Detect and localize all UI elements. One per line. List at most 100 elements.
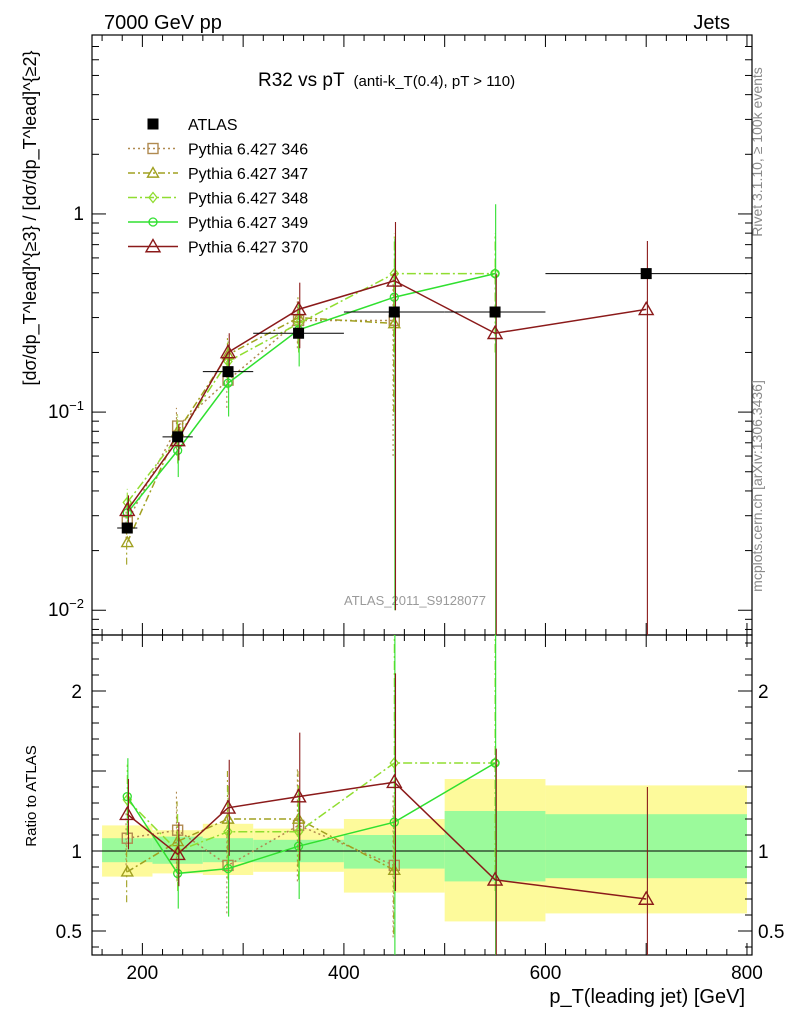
series-6-427-370-ratio-point	[219, 799, 237, 814]
series-6-427-347-point	[120, 535, 134, 548]
atlas-data-point	[293, 327, 305, 339]
series-6-427-348-ratio-point	[389, 756, 400, 770]
series-6-427-348-ratio-point	[122, 793, 133, 806]
series-6-427-347-ratio-line	[126, 818, 395, 873]
series-6-427-370-ratio-line	[126, 781, 647, 900]
legend-entry-0: Pythia 6.427 346	[128, 142, 308, 159]
series-6-427-349-point	[490, 268, 500, 279]
series-6-427-347-line	[126, 316, 395, 543]
legend-label-atlas: ATLAS	[188, 117, 238, 134]
atlas-data-point	[489, 306, 501, 318]
y-tick-label-ratio-left: 2	[71, 682, 82, 703]
legend-entry-4: Pythia 6.427 370	[128, 238, 308, 257]
series-6-427-370-main	[119, 222, 655, 635]
series-6-427-349-ratio-point	[293, 841, 304, 851]
mcplots-note: mcplots.cern.ch [arXiv:1306.3436]	[749, 380, 765, 592]
ratio-plot-frame	[91, 634, 753, 956]
series-6-427-348-point	[490, 267, 500, 280]
series-6-427-349-point	[389, 292, 399, 302]
atlas-data-point	[172, 431, 184, 443]
chart-title-sub: (anti-k_T(0.4), pT > 110)	[354, 73, 516, 90]
legend-entry-atlas: ATLAS	[147, 117, 238, 134]
legend-marker-3	[148, 217, 158, 227]
header-beam-label: 7000 GeV pp	[104, 12, 222, 34]
series-6-427-349-ratio-line	[126, 762, 496, 875]
y-tick-label-ratio-right: 0.5	[758, 922, 784, 943]
series-6-427-370-point	[386, 272, 403, 287]
chart-title-main: R32 vs pT	[258, 70, 345, 91]
ratio-y-axis-label: Ratio to ATLAS	[23, 745, 40, 846]
legend-marker-0	[147, 142, 159, 155]
x-tick-label: 200	[127, 963, 159, 984]
axis-ticks	[92, 34, 752, 955]
legend: ATLAS Pythia 6.427 346 Pythia 6.427 347 Pyt…	[128, 117, 308, 257]
rivet-version-note: Rivet 3.1.10, ≥ 100k events	[749, 67, 765, 237]
ratio-band-green-0	[102, 838, 153, 863]
series-6-427-346-line	[126, 319, 395, 522]
legend-entry-3: Pythia 6.427 349	[128, 215, 308, 232]
atlas-data-point	[388, 306, 400, 318]
ratio-series-layer	[119, 635, 655, 955]
series-6-427-370-point	[119, 501, 136, 517]
series-6-427-349-ratio-point	[122, 791, 132, 802]
series-6-427-370-ratio-point	[169, 845, 186, 861]
series-6-427-349-ratio-point	[389, 817, 399, 827]
main-series-layer	[119, 204, 655, 635]
legend-marker-atlas	[147, 118, 159, 130]
series-6-427-348-ratio-point	[293, 825, 304, 838]
legend-marker-1	[146, 166, 160, 178]
axis-tick-labels: 200 400 600 800 10−2 10−1 1 0.5 0.5 1 1 2 2	[48, 204, 784, 984]
series-6-427-349-ratio-point	[490, 758, 500, 768]
series-6-427-348-ratio-line	[126, 762, 496, 852]
y-tick-label-ratio-left: 1	[71, 842, 82, 863]
series-6-427-348-ratio-point	[490, 756, 500, 770]
series-6-427-370-point	[290, 300, 307, 316]
series-6-427-370-ratio-point	[386, 773, 403, 789]
ratio-band-green-6	[545, 814, 747, 879]
atlas-data-point	[222, 366, 234, 378]
series-6-427-348-main	[122, 233, 500, 519]
series-6-427-349-ratio-point	[172, 868, 183, 879]
atlas-data-point	[121, 522, 133, 534]
series-6-427-348-ratio-point	[223, 825, 233, 838]
series-6-427-346-ratio	[121, 769, 400, 938]
series-6-427-370-ratio-point	[119, 805, 136, 821]
ratio-uncertainty-bands	[92, 779, 752, 922]
legend-label-0: Pythia 6.427 346	[188, 142, 308, 159]
series-6-427-347-ratio-point	[387, 863, 401, 876]
legend-marker-2	[148, 191, 158, 204]
series-6-427-349-point	[172, 445, 183, 456]
atlas-data-point	[640, 268, 652, 280]
legend-entry-1: Pythia 6.427 347	[128, 166, 308, 183]
analysis-watermark: ATLAS_2011_S9128077	[344, 593, 486, 608]
y-tick-label-ratio-left: 0.5	[56, 922, 82, 943]
y-tick-label-main: 1	[73, 204, 84, 225]
main-y-axis-label: [dσ/dp_T^lead]^{≥3} / [dσ/dp_T^lead]^{≥2…	[20, 51, 41, 386]
series-6-427-370-ratio-point	[290, 788, 307, 803]
y-tick-label-ratio-right: 1	[758, 842, 769, 863]
legend-entry-2: Pythia 6.427 348	[128, 191, 308, 208]
x-tick-label: 800	[731, 963, 763, 984]
y-tick-label-ratio-right: 2	[758, 682, 769, 703]
legend-label-3: Pythia 6.427 349	[188, 215, 308, 232]
x-tick-label: 400	[328, 963, 360, 984]
chart-title: R32 vs pT (anti-k_T(0.4), pT > 110)	[258, 70, 515, 91]
legend-label-1: Pythia 6.427 347	[188, 166, 308, 183]
series-6-427-370-point	[486, 324, 504, 340]
legend-marker-4	[144, 238, 162, 253]
legend-label-4: Pythia 6.427 370	[188, 240, 308, 257]
series-6-427-348-line	[126, 272, 496, 503]
x-axis-label: p_T(leading jet) [GeV]	[549, 986, 745, 1008]
y-tick-label-main: 10−2	[48, 596, 84, 621]
series-6-427-347-ratio	[120, 771, 401, 935]
series-6-427-348-point	[122, 496, 133, 509]
series-6-427-370-ratio-point	[486, 871, 504, 886]
series-6-427-348-point	[389, 267, 400, 280]
series-6-427-349-main	[122, 204, 500, 635]
series-6-427-370-point	[219, 344, 237, 359]
series-6-427-370-point	[637, 300, 655, 316]
series-6-427-370-ratio-point	[637, 890, 655, 905]
series-6-427-349-ratio	[122, 635, 500, 955]
y-tick-label-main: 10−1	[48, 398, 84, 423]
